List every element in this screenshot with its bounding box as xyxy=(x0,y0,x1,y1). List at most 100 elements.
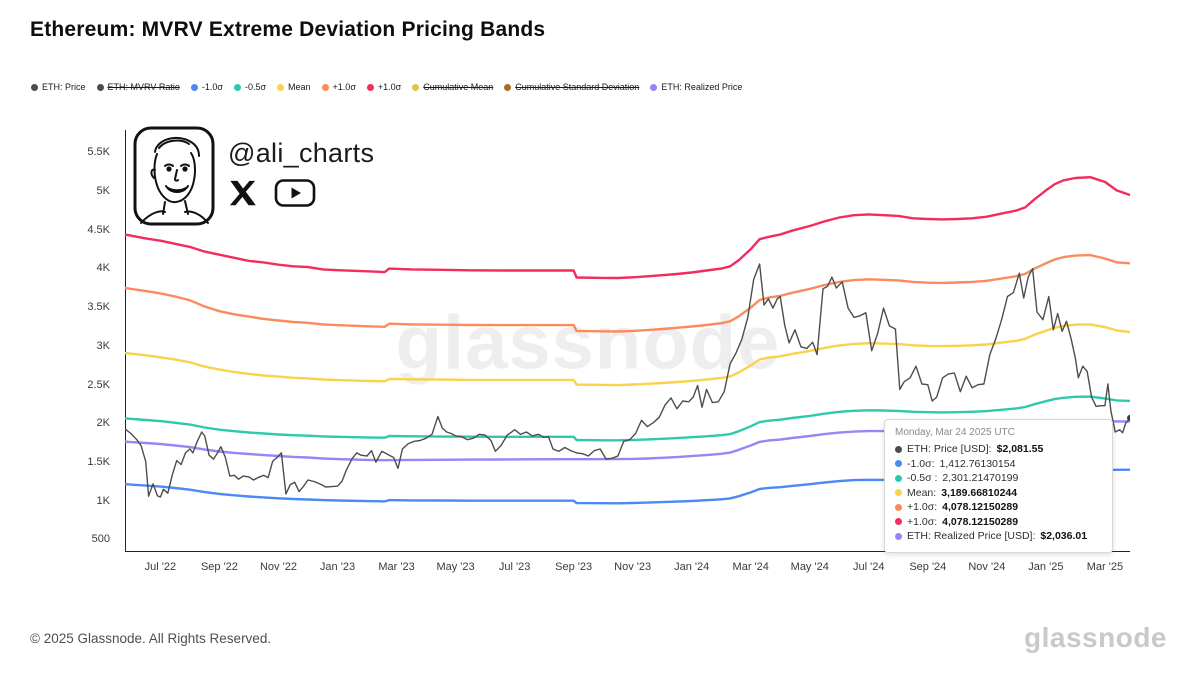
x-axis-label: Jan '23 xyxy=(319,561,356,573)
tooltip-value: $2,036.01 xyxy=(1040,530,1088,542)
tooltip-dot-icon xyxy=(895,503,902,511)
y-axis-label: 1.5K xyxy=(87,455,110,468)
legend-item[interactable]: +1.0σ xyxy=(366,82,402,92)
x-axis-label: Sep '23 xyxy=(555,561,593,573)
y-axis-label: 4K xyxy=(96,262,110,275)
x-axis-label: Sep '24 xyxy=(909,561,947,573)
legend-dot-icon xyxy=(650,83,658,91)
legend-item-label: Cumulative Mean xyxy=(423,82,494,92)
tooltip-row: ETH: Price [USD]: $2,081.55 xyxy=(895,442,1102,457)
x-axis-label: Jul '23 xyxy=(498,561,531,573)
tooltip-label: +1.0σ: xyxy=(907,501,938,513)
x-axis-label: Sep '22 xyxy=(200,561,238,573)
legend-item[interactable]: +1.0σ xyxy=(321,82,356,92)
legend-item[interactable]: Mean xyxy=(277,82,311,92)
legend-item-label: +1.0σ xyxy=(332,82,356,92)
x-axis-label: Nov '23 xyxy=(614,561,652,573)
legend-item-label: ETH: Realized Price xyxy=(661,82,743,92)
y-axis-label: 5.5K xyxy=(87,146,110,159)
tooltip-rows: ETH: Price [USD]: $2,081.55 -1.0σ: 1,412.… xyxy=(895,442,1102,544)
tooltip-label: -0.5σ : xyxy=(907,472,938,484)
tooltip-row: -1.0σ: 1,412.76130154 xyxy=(895,457,1102,472)
tooltip-row: ETH: Realized Price [USD]: $2,036.01 xyxy=(895,529,1102,544)
legend-item-label: ETH: Price xyxy=(42,82,86,92)
legend-dot-icon xyxy=(321,83,329,91)
author-block: @ali_charts xyxy=(228,126,374,208)
tooltip-dot-icon xyxy=(895,474,902,482)
social-icons xyxy=(228,178,374,208)
tooltip-row: +1.0σ: 4,078.12150289 xyxy=(895,515,1102,530)
copyright-text: © 2025 Glassnode. All Rights Reserved. xyxy=(30,631,272,646)
x-axis-label: Jul '22 xyxy=(144,561,177,573)
x-axis-label: May '23 xyxy=(436,561,475,573)
x-axis-label: Jul '24 xyxy=(853,561,885,573)
x-axis-label: Nov '24 xyxy=(968,561,1006,573)
y-axis-label: 5K xyxy=(96,184,110,197)
y-axis-label: 2K xyxy=(96,417,110,430)
legend-dot-icon xyxy=(412,83,420,91)
series-plus1sigma-line xyxy=(125,253,1130,333)
author-overlay: @ali_charts xyxy=(133,126,374,226)
y-axis-label: 3K xyxy=(96,339,110,352)
legend-item-label: ETH: MVRV Ratio xyxy=(107,82,180,92)
x-axis-label: Mar '24 xyxy=(732,561,769,573)
x-axis-label: May '24 xyxy=(790,561,829,573)
tooltip-label: Mean: xyxy=(907,486,937,499)
price-end-marker xyxy=(1127,414,1130,421)
legend-dot-icon xyxy=(233,83,241,91)
tooltip-row: -0.5σ : 2,301.21470199 xyxy=(895,471,1102,486)
legend-item[interactable]: ETH: Realized Price xyxy=(650,82,742,92)
legend-item[interactable]: Cumulative Mean xyxy=(412,82,493,92)
tooltip-label: -1.0σ: xyxy=(907,457,935,470)
legend-item-label: -1.0σ xyxy=(201,82,223,92)
tooltip-row: Mean: 3,189.66810244 xyxy=(895,486,1102,501)
tooltip-value: 1,412.76130154 xyxy=(939,457,1016,470)
legend-dot-icon xyxy=(277,83,285,91)
legend-item[interactable]: -1.0σ xyxy=(190,82,223,92)
y-axis-label: 2.5K xyxy=(87,378,110,391)
series-minus05sigma-line xyxy=(125,395,1130,442)
legend-dot-icon xyxy=(96,83,104,91)
legend-item[interactable]: ETH: Price xyxy=(31,82,86,92)
tooltip-value: 2,301.21470199 xyxy=(942,472,1019,484)
legend-item[interactable]: ETH: MVRV Ratio xyxy=(96,82,180,92)
legend-item-label: +1.0σ xyxy=(377,82,402,92)
tooltip-label: ETH: Price [USD]: xyxy=(907,443,992,455)
tooltip-row: +1.0σ: 4,078.12150289 xyxy=(895,500,1102,515)
legend-dot-icon xyxy=(190,83,198,91)
series-eth-price-line xyxy=(125,263,1130,498)
legend-item-label: Mean xyxy=(288,82,311,92)
tooltip-label: +1.0σ: xyxy=(907,515,938,528)
tooltip-label: ETH: Realized Price [USD]: xyxy=(907,530,1036,542)
tooltip-value: 3,189.66810244 xyxy=(941,486,1018,499)
y-axis-label: 500 xyxy=(91,533,110,546)
tooltip-value: 4,078.12150289 xyxy=(942,501,1019,513)
series-plus1sigma-extreme-line xyxy=(125,176,1130,280)
tooltip-dot-icon xyxy=(895,518,902,526)
x-axis-label: Jan '25 xyxy=(1028,561,1064,573)
tooltip-title: Monday, Mar 24 2025 UTC xyxy=(895,427,1015,438)
tooltip-value: $2,081.55 xyxy=(996,443,1044,455)
legend-item-label: Cumulative Standard Deviation xyxy=(515,82,640,92)
tooltip-dot-icon xyxy=(895,489,902,497)
tooltip-dot-icon xyxy=(895,445,902,453)
x-axis-label: Jan '24 xyxy=(674,561,710,573)
legend-item-label: -0.5σ xyxy=(244,82,267,92)
youtube-icon xyxy=(274,179,316,207)
y-axis-label: 1K xyxy=(96,494,110,507)
glassnode-logo: glassnode xyxy=(1024,622,1167,653)
author-handle: @ali_charts xyxy=(228,138,375,168)
x-axis-label: Mar '23 xyxy=(378,561,415,573)
legend-item[interactable]: Cumulative Standard Deviation xyxy=(504,82,639,92)
x-axis-label: Mar '25 xyxy=(1086,561,1124,573)
series-mean-line xyxy=(125,323,1130,387)
page-title: Ethereum: MVRV Extreme Deviation Pricing… xyxy=(30,18,546,41)
y-axis-label: 4.5K xyxy=(87,223,110,236)
legend-item[interactable]: -0.5σ xyxy=(233,82,267,92)
tooltip-value: 4,078.12150289 xyxy=(942,515,1019,528)
tooltip-dot-icon xyxy=(895,460,902,468)
legend-dot-icon xyxy=(31,83,38,91)
legend-dot-icon xyxy=(366,83,374,91)
legend: ETH: Price ETH: MVRV Ratio -1.0σ -0.5σ Mean +… xyxy=(31,82,742,92)
